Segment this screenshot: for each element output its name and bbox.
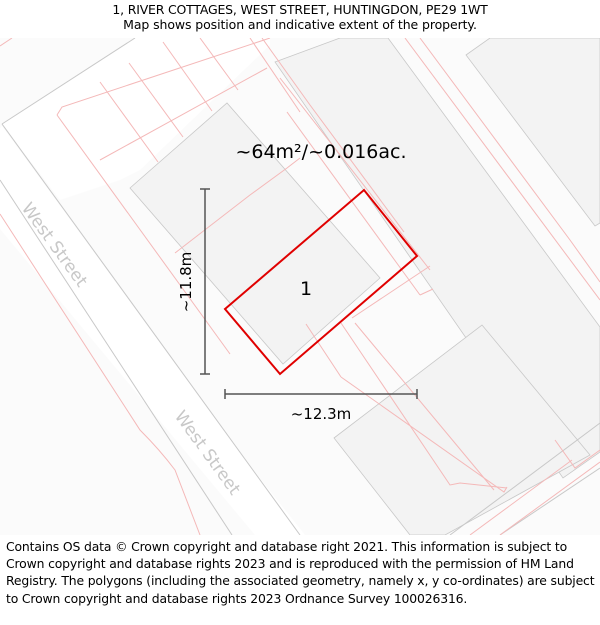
road-west-street-band [0,126,300,535]
attribution-text: Contains OS data © Crown copyright and d… [6,539,595,606]
building-b [274,38,600,479]
parcel-line-top-left [0,38,13,47]
dimension-horizontal [224,389,418,399]
road-edge-lower-right-2 [499,467,600,535]
map-canvas: ~64m²/~0.016ac. 1 ~11.8m ~12.3m West Str… [0,38,600,535]
plot-number-label: 1 [300,278,312,300]
property-map[interactable]: ~64m²/~0.016ac. 1 ~11.8m ~12.3m West Str… [0,38,600,535]
building-c [465,38,600,227]
building-d [333,324,591,535]
area-label: ~64m²/~0.016ac. [235,141,406,163]
dimension-horizontal-label: ~12.3m [291,405,352,423]
parcel-lines [56,38,600,535]
road-edge [1,38,136,125]
building-a [129,102,381,365]
property-address: 1, RIVER COTTAGES, WEST STREET, HUNTINGD… [112,2,488,17]
dimension-vertical [200,188,210,375]
dimension-vertical-label: ~11.8m [177,252,195,313]
map-header: 1, RIVER COTTAGES, WEST STREET, HUNTINGD… [0,0,600,38]
property-boundary [223,188,419,376]
road-edge-lower-right [449,422,600,535]
map-subtitle: Map shows position and indicative extent… [123,17,477,32]
block-area-upper-left [2,38,270,200]
parcel-line-lower-left [0,213,201,535]
road-edge [0,179,233,535]
road-band-main [0,152,305,535]
road-edge [1,123,301,535]
